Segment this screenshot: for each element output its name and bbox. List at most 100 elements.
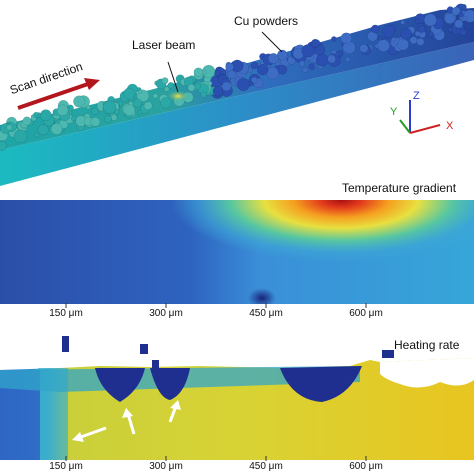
powder-particle <box>90 116 101 127</box>
powder-particle <box>417 25 426 33</box>
powder-particle <box>200 91 207 98</box>
powder-particle <box>267 53 279 64</box>
powder-particle <box>33 111 40 118</box>
powder-particle <box>416 37 425 46</box>
powder-particle <box>462 15 468 21</box>
melt-pool-3 <box>280 366 362 402</box>
powder-particle <box>428 31 434 38</box>
temperature-gradient-title: Temperature gradient <box>342 181 457 195</box>
slab-side <box>0 42 474 186</box>
powder-particle <box>447 26 454 33</box>
powder-particle <box>377 35 384 41</box>
tg-hot-zone <box>0 200 474 304</box>
spatter-1 <box>62 336 69 352</box>
powder-particle <box>187 83 196 92</box>
powder-particle <box>225 62 234 72</box>
y-axis-line <box>399 119 411 134</box>
powder-particle <box>266 66 280 80</box>
powder-particle <box>160 97 172 109</box>
tg-tick-600: 600 μm <box>349 308 383 319</box>
powder-particle <box>414 18 421 25</box>
powder-particle <box>423 13 437 27</box>
powder-particle <box>459 28 467 36</box>
hr-tick-marks <box>65 456 367 461</box>
powder-particle <box>451 6 461 16</box>
laser-leader-line <box>167 61 179 93</box>
powder-particle <box>0 140 7 152</box>
powder-particle <box>103 115 112 123</box>
x-axis-line <box>409 124 441 134</box>
powder-particle <box>301 44 315 58</box>
powder-particle <box>298 60 306 67</box>
powder-particle <box>340 32 353 45</box>
cu-leader-line <box>261 31 283 53</box>
powder-particle <box>214 70 221 77</box>
powder-particle <box>397 38 409 51</box>
powder-bed-render <box>0 3 474 186</box>
scan-direction-arrow <box>17 82 89 110</box>
powder-particle <box>315 53 329 67</box>
powder-particle <box>444 13 455 25</box>
powder-particle <box>33 132 40 138</box>
powder-particle <box>22 116 32 126</box>
powder-particle <box>143 101 153 111</box>
powder-particle <box>193 67 204 78</box>
spatter-3 <box>152 360 159 368</box>
powder-particle <box>277 64 288 75</box>
temperature-gradient-map <box>0 200 474 304</box>
powder-particle <box>70 115 77 122</box>
powder-particle <box>250 61 259 70</box>
heating-rate-map <box>0 336 474 460</box>
powder-particle <box>39 109 52 122</box>
laser-beam-label: Laser beam <box>132 38 196 52</box>
powder-particle <box>194 82 201 90</box>
powder-particle <box>123 87 136 100</box>
powder-particle <box>132 98 143 108</box>
hr-tick-150: 150 μm <box>49 461 83 472</box>
powder-particle <box>414 30 421 37</box>
powder-particle <box>50 123 63 135</box>
powder-particle <box>91 107 99 115</box>
powder-particle <box>257 63 269 76</box>
powder-particle <box>221 81 232 92</box>
powder-particle <box>164 86 170 92</box>
laser-spot <box>166 90 190 102</box>
powder-particle <box>310 38 320 48</box>
powder-particle <box>236 77 250 92</box>
powder-particle <box>212 86 224 97</box>
powder-particle <box>167 82 175 89</box>
tg-tick-450: 450 μm <box>249 308 283 319</box>
axis-y-label: Y <box>390 106 398 118</box>
cu-powders-label: Cu powders <box>234 14 299 28</box>
powder-particle <box>331 36 337 42</box>
powder-particle <box>327 54 336 64</box>
powder-particle <box>102 100 117 114</box>
powder-particle <box>13 129 28 144</box>
powder-particle <box>377 39 390 52</box>
powder-particle <box>382 24 396 38</box>
powder-particle <box>251 76 258 84</box>
hr-tick-450: 450 μm <box>249 461 283 472</box>
powder-particle <box>359 43 369 53</box>
powder-particle <box>123 104 136 116</box>
powder-particle <box>458 11 464 18</box>
powder-particle <box>85 104 91 110</box>
tg-tick-300: 300 μm <box>149 308 183 319</box>
powder-particle <box>73 95 86 108</box>
hr-tick-300: 300 μm <box>149 461 183 472</box>
melt-pool-2 <box>150 368 190 400</box>
axis-z-label: Z <box>413 90 420 102</box>
scan-arrowhead <box>84 78 100 90</box>
powder-particles <box>0 3 474 152</box>
powder-particle <box>227 70 237 79</box>
powder-particle <box>409 36 418 45</box>
powder-particle <box>302 67 308 73</box>
tg-tick-marks <box>65 303 367 308</box>
melt-pool-1 <box>95 368 145 402</box>
powder-particle <box>152 93 159 99</box>
powder-particle <box>6 124 13 131</box>
powder-particle <box>391 37 397 42</box>
spatter-2 <box>140 344 148 354</box>
powder-particle <box>110 114 118 121</box>
